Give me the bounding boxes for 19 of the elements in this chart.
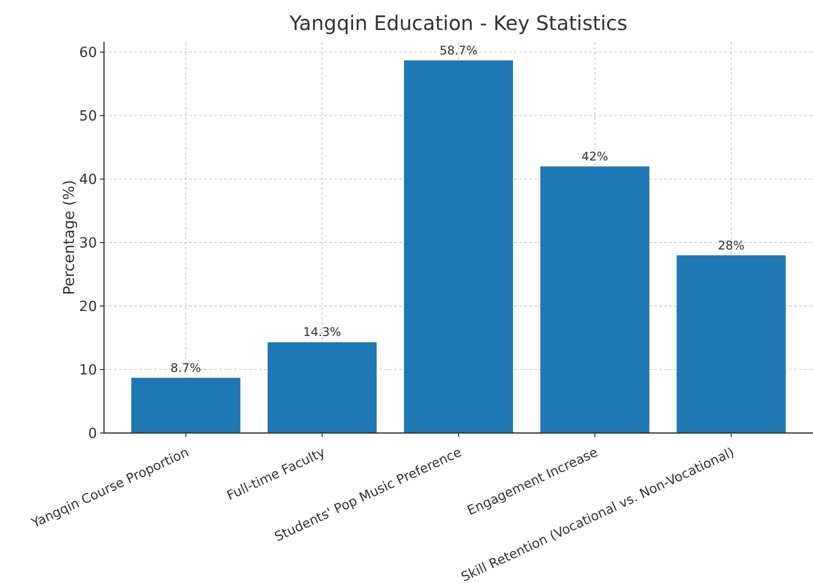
data-label: 14.3% (303, 325, 342, 340)
y-tick-label: 0 (88, 426, 97, 442)
y-tick-label: 10 (79, 362, 97, 378)
y-axis-title: Percentage (%) (60, 180, 78, 296)
bar (268, 342, 377, 433)
y-tick-label: 30 (79, 235, 97, 252)
bar (676, 255, 786, 433)
bar (540, 166, 650, 433)
chart-title: Yangqin Education - Key Statistics (288, 11, 628, 35)
y-tick-label: 20 (79, 298, 97, 315)
y-tick-label: 50 (79, 108, 97, 125)
data-label: 58.7% (439, 43, 478, 58)
y-tick-label: 40 (79, 172, 97, 188)
data-label: 42% (582, 149, 608, 164)
y-tick-label: 60 (79, 45, 97, 62)
data-label: 8.7% (170, 360, 202, 375)
data-label: 28% (718, 238, 745, 252)
bar (131, 378, 240, 433)
bar (404, 60, 514, 433)
